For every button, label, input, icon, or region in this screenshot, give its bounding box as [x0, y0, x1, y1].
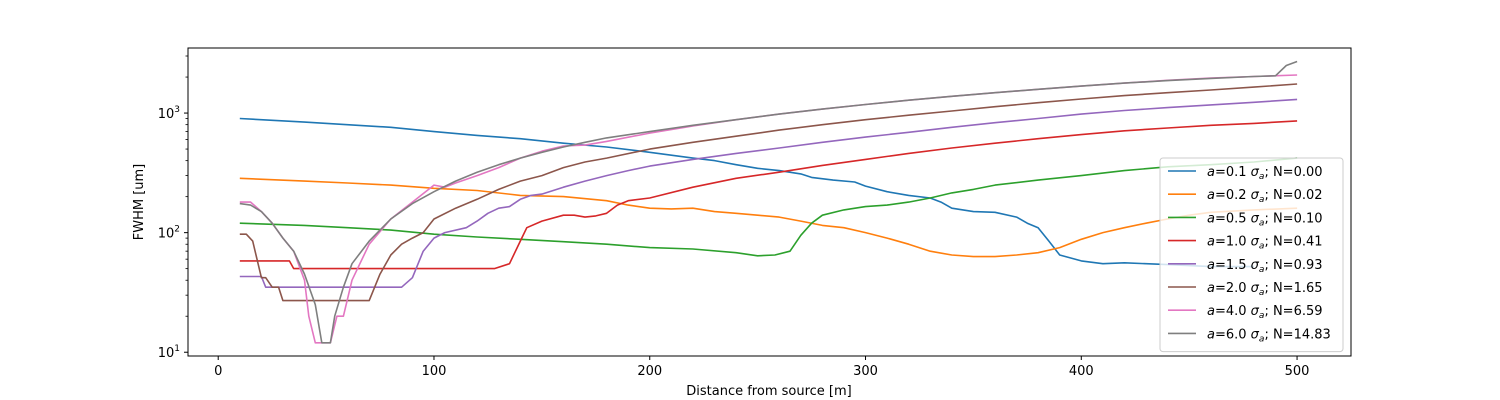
y-tick-label: 101 [158, 344, 180, 361]
legend-prefix: a [1207, 258, 1215, 273]
series-line-4 [239, 120, 1298, 270]
legend-sub: a [1259, 265, 1265, 275]
legend-mid: =0.5 [1215, 211, 1251, 226]
legend-prefix: a [1207, 304, 1215, 319]
legend-suffix: ; N=0.00 [1264, 165, 1322, 180]
y-tick-label: 102 [158, 225, 180, 242]
series-layer [239, 60, 1298, 344]
legend-sub: a [1259, 195, 1265, 205]
legend-entry: a=2.0 σa; N=1.65 [1207, 281, 1323, 298]
series-line-5 [239, 98, 1298, 288]
legend-prefix: a [1207, 327, 1215, 342]
legend-sub: a [1259, 172, 1265, 182]
legend-box [1159, 157, 1344, 353]
legend-suffix: ; N=0.93 [1264, 258, 1322, 273]
x-tick-label: 300 [853, 364, 878, 379]
legend-suffix: ; N=0.10 [1264, 211, 1322, 226]
legend-entry: a=6.0 σa; N=14.83 [1207, 327, 1331, 344]
y-tick-label: 103 [158, 105, 180, 122]
legend-mid: =0.2 [1215, 188, 1251, 203]
series-line-6 [239, 83, 1298, 302]
x-tick-label: 400 [1069, 364, 1094, 379]
legend-suffix: ; N=0.02 [1264, 188, 1322, 203]
y-tick-base: 10 [158, 107, 175, 122]
legend-sym: σ [1251, 327, 1260, 342]
legend-sub: a [1259, 218, 1265, 228]
legend-sym: σ [1251, 304, 1260, 319]
x-tick-label: 500 [1285, 364, 1310, 379]
series-line-3 [239, 157, 1298, 257]
y-tick-exponent: 3 [174, 105, 180, 115]
legend-entry: a=0.5 σa; N=0.10 [1207, 211, 1323, 228]
legend-entry: a=1.5 σa; N=0.93 [1207, 258, 1323, 275]
legend-mid: =2.0 [1215, 281, 1251, 296]
legend-mid: =1.5 [1215, 258, 1251, 273]
y-tick-exponent: 1 [174, 344, 180, 354]
plot-frame [187, 47, 1352, 357]
legend-sym: σ [1251, 165, 1260, 180]
y-tick-base: 10 [158, 227, 175, 242]
series-line-8 [239, 60, 1298, 344]
legend-prefix: a [1207, 235, 1215, 250]
legend-sub: a [1259, 311, 1265, 321]
legend-entry: a=1.0 σa; N=0.41 [1207, 235, 1323, 252]
legend-sym: σ [1251, 281, 1260, 296]
legend-suffix: ; N=0.41 [1264, 235, 1322, 250]
legend-sub: a [1259, 288, 1265, 298]
y-tick-base: 10 [158, 346, 175, 361]
legend-entry: a=4.0 σa; N=6.59 [1207, 304, 1323, 321]
legend-prefix: a [1207, 188, 1215, 203]
x-axis: 0 100 200 300 400 500 [214, 356, 1309, 379]
series-line-2 [239, 177, 1298, 258]
legend-entry: a=0.2 σa; N=0.02 [1207, 188, 1323, 205]
legend-suffix: ; N=1.65 [1264, 281, 1322, 296]
legend-sym: σ [1251, 188, 1260, 203]
legend-suffix: ; N=14.83 [1264, 327, 1330, 342]
legend-prefix: a [1207, 281, 1215, 296]
legend-sym: σ [1251, 211, 1260, 226]
x-tick-label: 100 [422, 364, 447, 379]
x-tick-label: 0 [214, 364, 222, 379]
legend-prefix: a [1207, 165, 1215, 180]
legend-sub: a [1259, 334, 1265, 344]
legend-mid: =6.0 [1215, 327, 1251, 342]
legend-sub: a [1259, 242, 1265, 252]
legend-mid: =0.1 [1215, 165, 1251, 180]
legend-sym: σ [1251, 235, 1260, 250]
legend: a=0.1 σa; N=0.00a=0.2 σa; N=0.02a=0.5 σa… [1159, 157, 1344, 353]
x-axis-label: Distance from source [m] [686, 384, 851, 399]
legend-mid: =1.0 [1215, 235, 1251, 250]
x-tick-label: 200 [637, 364, 662, 379]
legend-mid: =4.0 [1215, 304, 1251, 319]
y-axis-label: FWHM [um] [132, 164, 147, 241]
y-tick-exponent: 2 [174, 225, 180, 235]
legend-sym: σ [1251, 258, 1260, 273]
legend-suffix: ; N=6.59 [1264, 304, 1322, 319]
legend-entry: a=0.1 σa; N=0.00 [1207, 165, 1323, 182]
legend-prefix: a [1207, 211, 1215, 226]
